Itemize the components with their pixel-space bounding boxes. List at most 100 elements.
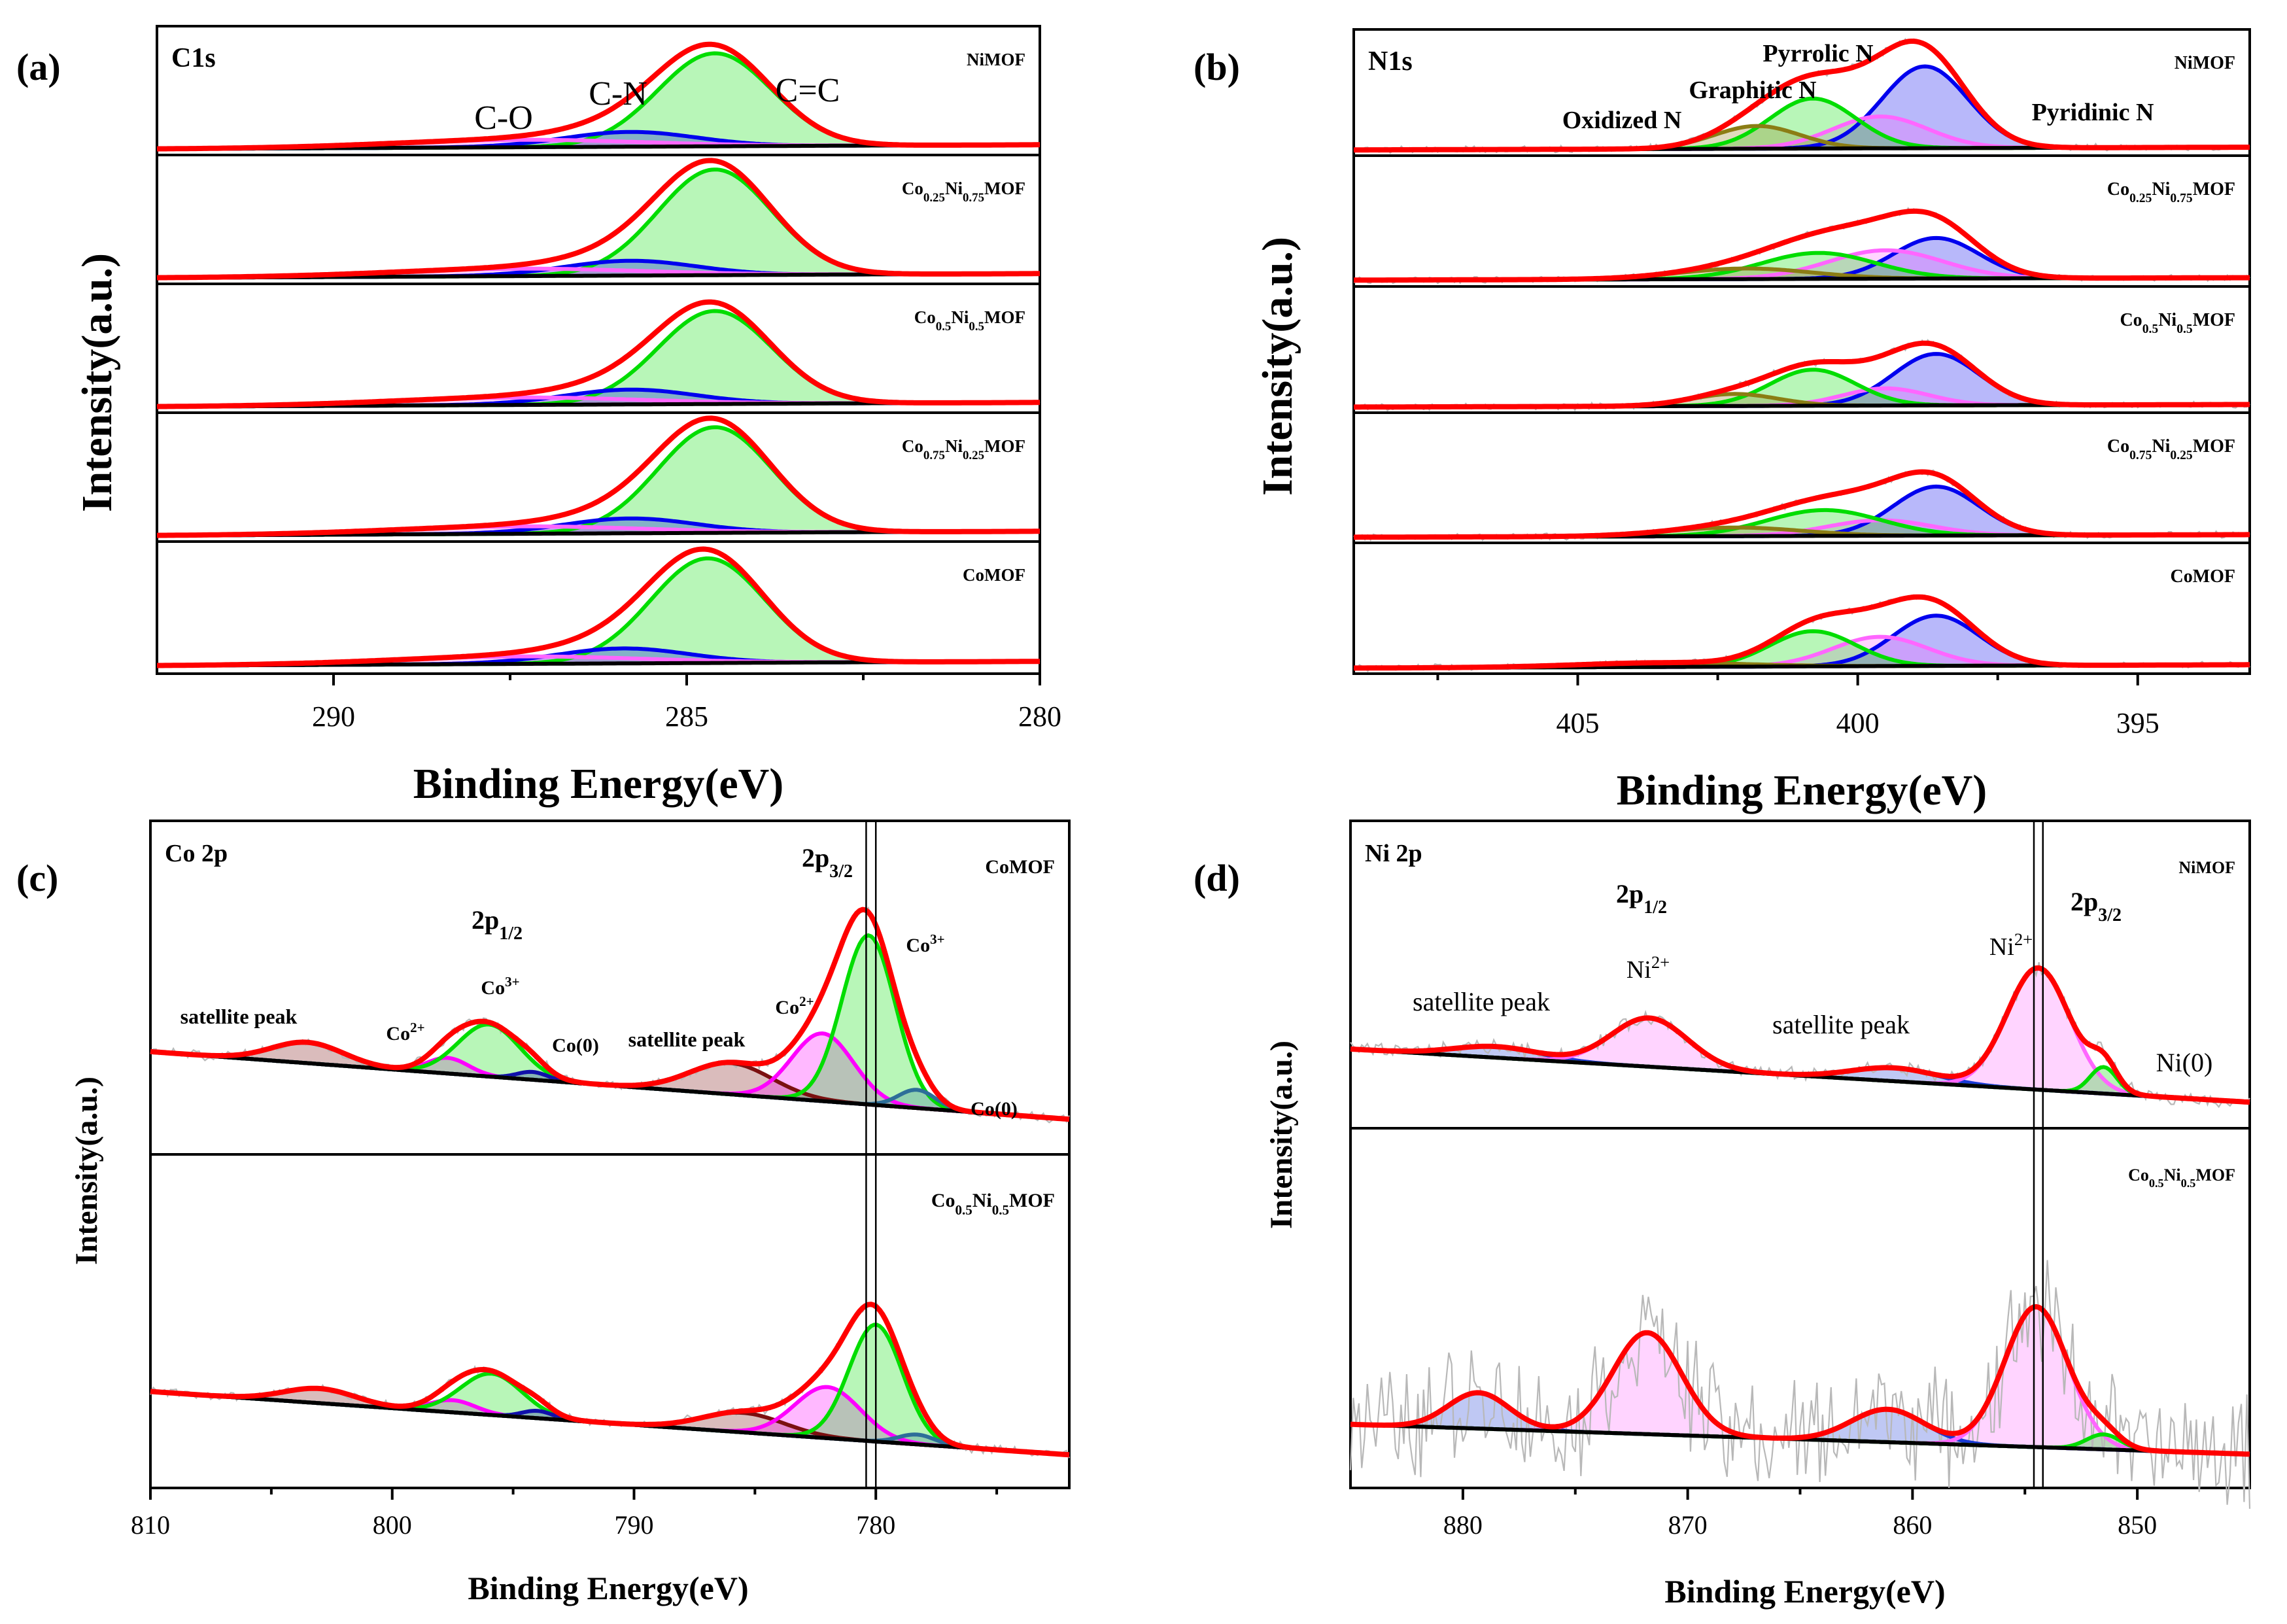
panel-c-ylabel-group: Intensity(a.u.) bbox=[69, 1077, 104, 1265]
panel-b-label: (b) bbox=[1194, 46, 1240, 88]
peak-annotation: satellite peak bbox=[628, 1028, 746, 1051]
peak-graphitic-n-fill bbox=[1354, 252, 2250, 281]
envelope-fit bbox=[156, 41, 1040, 152]
panel-c-xtick-label: 780 bbox=[856, 1510, 895, 1540]
panel-c-label: (c) bbox=[16, 857, 58, 899]
envelope-fit bbox=[156, 415, 1040, 538]
peak-graphitic-n-fill bbox=[1354, 631, 2250, 668]
panel-c-title: Co 2p bbox=[165, 840, 228, 867]
envelope-fit bbox=[1350, 965, 2250, 1105]
panel-b-xtick-label: 395 bbox=[2116, 707, 2159, 739]
panel-c-xtick-label: 800 bbox=[373, 1510, 412, 1540]
peak-label: C-O bbox=[474, 99, 533, 137]
panel-d-ni2p: (d) Intensity(a.u.) Binding Energy(eV) N… bbox=[1194, 820, 2251, 1610]
stack-a-2: Co0.5Ni0.5MOF bbox=[156, 299, 1040, 409]
stack-d-1: Co0.5Ni0.5MOF bbox=[1349, 1166, 2251, 1509]
peak-annotation: Co2+ bbox=[386, 1020, 424, 1045]
panel-a-c1s: (a) Intensity(a.u.) Binding Energy(eV) C… bbox=[16, 25, 1061, 808]
peak-pyrrolic-n-fill bbox=[1354, 116, 2250, 150]
panel-a-frame bbox=[156, 25, 1041, 675]
envelope-fit bbox=[1354, 469, 2250, 540]
peak-co2--fill bbox=[150, 1033, 1069, 1120]
peak-oxidized-n-fill bbox=[1354, 126, 2250, 150]
panel-b-ylabel-group: Intensity(a.u.) bbox=[1254, 237, 1301, 496]
peak-label: C-N bbox=[589, 75, 647, 112]
peak-co3--fill bbox=[150, 935, 1069, 1120]
stack-d-0: NiMOF bbox=[1350, 858, 2250, 1109]
peak-oxidized-n-fill bbox=[1354, 268, 2250, 281]
sample-label: NiMOF bbox=[967, 50, 1025, 69]
panel-a-xtick-label: 280 bbox=[1018, 700, 1061, 733]
peak-label: C=C bbox=[776, 72, 840, 109]
peak-graphitic-n-fill bbox=[1354, 370, 2250, 407]
panel-c-xtick-label: 810 bbox=[131, 1510, 170, 1540]
panel-a-xtick-label: 285 bbox=[665, 700, 708, 733]
panel-a-title: C1s bbox=[171, 43, 216, 73]
panel-b-ylabel: Intensity(a.u.) bbox=[1254, 237, 1301, 496]
peak-label: Oxidized N bbox=[1562, 107, 1682, 134]
panel-b-xtick-label: 400 bbox=[1836, 707, 1880, 739]
peak-annotation: Ni2+ bbox=[1626, 952, 1670, 984]
peak-co3--fill bbox=[150, 1324, 1069, 1455]
raw-data bbox=[1349, 1260, 2251, 1509]
peak-ni2--fill bbox=[1350, 1332, 2250, 1455]
panel-a-xtick-label: 290 bbox=[312, 700, 355, 733]
stack-a-4: CoMOF bbox=[156, 546, 1040, 668]
peak-annotation: Ni(0) bbox=[2156, 1048, 2213, 1077]
envelope-fit bbox=[150, 907, 1070, 1122]
envelope-fit bbox=[1350, 1304, 2250, 1457]
panel-d-title: Ni 2p bbox=[1365, 840, 1422, 867]
panel-b-xtick-label: 405 bbox=[1556, 707, 1600, 739]
stack-b-3: Co0.75Ni0.25MOF bbox=[1353, 436, 2250, 542]
envelope-fit bbox=[1354, 340, 2250, 410]
peak-label: Graphitic N bbox=[1689, 77, 1816, 104]
sample-label: Co0.75Ni0.25MOF bbox=[2107, 436, 2235, 462]
sample-label: CoMOF bbox=[2170, 566, 2235, 587]
envelope-fit bbox=[1354, 39, 2250, 153]
peak-label: Pyridinic N bbox=[2032, 99, 2154, 126]
panel-d-label: (d) bbox=[1194, 857, 1240, 899]
panel-c-ylabel: Intensity(a.u.) bbox=[69, 1077, 104, 1265]
stack-a-0: NiMOF bbox=[156, 41, 1040, 152]
panel-b-n1s: (b) Intensity(a.u.) Binding Energy(eV) N… bbox=[1194, 28, 2251, 814]
peak-pyrrolic-n-fill bbox=[1354, 636, 2250, 668]
panel-c-xlabel: Binding Energy(eV) bbox=[468, 1570, 748, 1606]
panel-a-xlabel: Binding Energy(eV) bbox=[413, 760, 784, 808]
peak-ni2--fill bbox=[1350, 968, 2250, 1103]
panel-a-ylabel-group: Intensity(a.u.) bbox=[73, 253, 121, 512]
sample-label: Co0.5Ni0.5MOF bbox=[2128, 1166, 2235, 1190]
panel-d-xtick-label: 850 bbox=[2118, 1510, 2157, 1540]
sample-label: Co0.75Ni0.25MOF bbox=[902, 436, 1025, 462]
envelope-fit bbox=[150, 1302, 1070, 1458]
envelope-fit bbox=[156, 299, 1040, 409]
sample-label: Co0.5Ni0.5MOF bbox=[914, 307, 1025, 334]
stack-a-1: Co0.25Ni0.75MOF bbox=[156, 158, 1040, 281]
envelope-fit bbox=[157, 546, 1040, 668]
envelope-fit bbox=[1354, 208, 2250, 283]
peak-graphitic-n-fill bbox=[1354, 510, 2250, 538]
peak-annotation: Ni2+ bbox=[1989, 929, 2033, 961]
stack-b-1: Co0.25Ni0.75MOF bbox=[1353, 179, 2250, 285]
panel-d-xtick-label: 870 bbox=[1668, 1510, 1708, 1540]
sample-label: Co0.25Ni0.75MOF bbox=[2107, 179, 2235, 205]
panel-c-co2p: (c) Intensity(a.u.) Binding Energy(eV) C… bbox=[16, 820, 1071, 1606]
stack-b-0: NiMOF bbox=[1353, 37, 2250, 154]
sample-label: Co0.5Ni0.5MOF bbox=[2120, 310, 2235, 336]
peak-annotation: Co(0) bbox=[971, 1098, 1018, 1120]
peak-annotation: 2p1/2 bbox=[1616, 879, 1667, 918]
panel-a-label: (a) bbox=[16, 46, 61, 88]
panel-d-xlabel: Binding Energy(eV) bbox=[1664, 1573, 1945, 1610]
sample-label: NiMOF bbox=[2175, 53, 2235, 73]
peak-annotation: satellite peak bbox=[1413, 987, 1550, 1016]
sample-label: Co0.5Ni0.5MOF bbox=[931, 1190, 1055, 1218]
sample-label: NiMOF bbox=[2178, 858, 2235, 877]
peak-label: Pyrrolic N bbox=[1763, 40, 1873, 67]
peak-annotation: Co3+ bbox=[906, 931, 944, 956]
peak-annotation: Co3+ bbox=[481, 974, 519, 999]
peak-annotation: satellite peak bbox=[1772, 1010, 1910, 1039]
panel-a-ylabel: Intensity(a.u.) bbox=[73, 253, 121, 512]
stack-a-3: Co0.75Ni0.25MOF bbox=[156, 415, 1040, 538]
peak-graphitic-n-fill bbox=[1354, 98, 2250, 150]
peak-annotation: satellite peak bbox=[181, 1005, 298, 1028]
